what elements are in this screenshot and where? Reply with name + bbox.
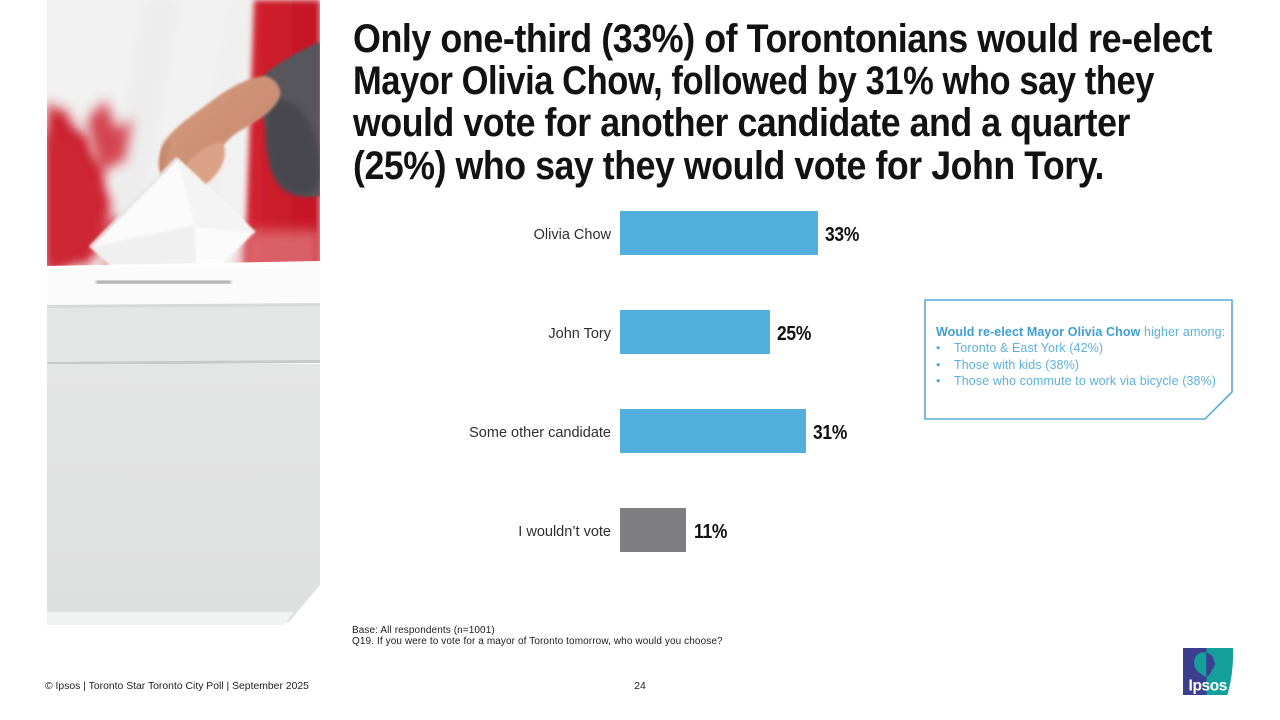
svg-text:Ipsos: Ipsos (1189, 678, 1227, 695)
